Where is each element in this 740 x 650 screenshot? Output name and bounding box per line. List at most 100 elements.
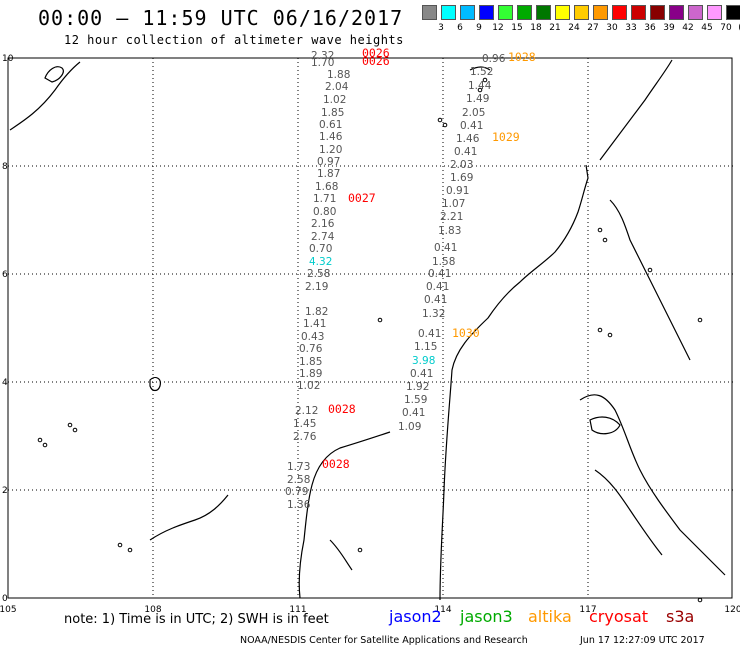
- wave-height-label: 0.41: [426, 281, 449, 293]
- wave-height-label: 1.85: [299, 356, 322, 368]
- longitude-label: 111: [289, 605, 306, 615]
- wave-height-label: 1.15: [414, 341, 437, 353]
- scale-swatch: [650, 5, 665, 20]
- wave-height-label: 0.41: [428, 268, 451, 280]
- wave-height-label: 1.45: [293, 418, 316, 430]
- timestamp-text: Jun 17 12:27:09 UTC 2017: [580, 635, 705, 646]
- wave-height-label: 1.89: [299, 368, 322, 380]
- wave-height-label: 2.03: [450, 159, 473, 171]
- coastline-segment: [589, 416, 621, 435]
- credit-text: NOAA/NESDIS Center for Satellite Applica…: [240, 635, 528, 646]
- wave-height-label: 1.46: [456, 133, 480, 145]
- island-marker: [597, 227, 603, 233]
- scale-swatch: [460, 5, 475, 20]
- scale-swatch: [574, 5, 589, 20]
- satellite-legend-item: jason2: [389, 607, 442, 626]
- island-marker: [597, 327, 603, 333]
- latitude-label: 8: [2, 162, 8, 172]
- wave-height-label: 1.44: [468, 80, 492, 92]
- scale-tick-label: 6: [457, 23, 463, 33]
- scale-swatch: [517, 5, 532, 20]
- wave-height-label: 4.32: [309, 256, 332, 268]
- scale-tick-label: 39: [663, 23, 675, 33]
- scale-swatch: [688, 5, 703, 20]
- wave-height-label: 0.76: [299, 343, 323, 355]
- wave-height-label: 1.82: [305, 306, 328, 318]
- time-label: 1030: [452, 326, 480, 340]
- satellite-legend-item: altika: [528, 607, 572, 626]
- scale-tick-label: 9: [476, 23, 482, 33]
- wave-height-label: 0.91: [446, 185, 469, 197]
- wave-height-label: 2.19: [305, 281, 328, 293]
- coastline-segment: [599, 59, 673, 161]
- wave-height-label: 1.46: [319, 131, 343, 143]
- scale-swatch: [612, 5, 627, 20]
- wave-height-label: 2.04: [325, 81, 349, 93]
- island-marker: [117, 542, 123, 548]
- map-frame: [7, 57, 733, 599]
- wave-height-label: 0.41: [410, 368, 433, 380]
- wave-height-label: 0.61: [319, 119, 342, 131]
- scale-swatch: [555, 5, 570, 20]
- island-marker: [72, 427, 78, 433]
- data-labels: 2.321.701.882.041.021.850.611.461.200.97…: [285, 46, 536, 511]
- scale-swatch: [726, 5, 740, 20]
- scale-swatch: [593, 5, 608, 20]
- time-label: 0026: [362, 54, 390, 68]
- coastline-segment: [439, 164, 589, 601]
- scale-swatch: [498, 5, 513, 20]
- island-marker: [437, 117, 443, 123]
- latitude-label: 0: [2, 594, 8, 604]
- wave-height-label: 0.41: [402, 407, 425, 419]
- wave-height-label: 1.83: [438, 225, 461, 237]
- longitude-label: 114: [434, 605, 451, 615]
- wave-height-label: 1.58: [432, 256, 455, 268]
- wave-height-label: 1.68: [315, 181, 338, 193]
- scale-tick-label: 12: [492, 23, 504, 33]
- wave-height-label: 0.43: [301, 331, 324, 343]
- wave-height-label: 1.41: [303, 318, 326, 330]
- scale-swatch: [441, 5, 456, 20]
- wave-height-label: 0.41: [454, 146, 477, 158]
- wave-height-label: 1.02: [297, 380, 320, 392]
- longitude-label: 120: [724, 605, 740, 615]
- wave-height-label: 2.16: [311, 218, 335, 230]
- scale-tick-label: 3: [438, 23, 444, 33]
- wave-height-label: 1.20: [319, 144, 342, 156]
- coastline-segment: [469, 66, 491, 71]
- wave-height-label: 0.41: [460, 120, 483, 132]
- page-subtitle: 12 hour collection of altimeter wave hei…: [64, 33, 404, 47]
- wave-height-label: 0.41: [424, 294, 447, 306]
- satellite-legend-item: s3a: [666, 607, 695, 626]
- scale-tick-label: 15: [511, 23, 523, 33]
- coastline-segment: [149, 494, 229, 541]
- wave-height-label: 3.98: [412, 355, 435, 367]
- wave-height-label: 2.58: [287, 474, 310, 486]
- wave-height-label: 2.76: [293, 431, 317, 443]
- scale-swatch: [422, 5, 437, 20]
- wave-height-label: 1.92: [406, 381, 429, 393]
- wave-height-label: 2.74: [311, 231, 335, 243]
- longitude-label: 108: [144, 605, 161, 615]
- island-marker: [37, 437, 43, 443]
- coastline-segment: [9, 61, 81, 131]
- scale-tick-label: 36: [644, 23, 656, 33]
- island-marker: [607, 332, 613, 338]
- scale-tick-label: 42: [682, 23, 694, 33]
- page-title: 00:00 – 11:59 UTC 06/16/2017: [38, 6, 404, 30]
- wave-height-label: 0.70: [309, 243, 332, 255]
- wave-height-label: 0.79: [285, 486, 308, 498]
- longitude-label: 117: [579, 605, 596, 615]
- coastline: [9, 59, 726, 603]
- wave-height-label: 0.41: [434, 242, 457, 254]
- scale-tick-label: 24: [568, 23, 580, 33]
- wave-height-label: 0.80: [313, 206, 336, 218]
- latitude-label: 4: [2, 378, 8, 388]
- wave-height-label: 2.21: [440, 211, 463, 223]
- scale-tick-label: (ft): [738, 23, 740, 33]
- latitude-label: 6: [2, 270, 8, 280]
- wave-height-label: 1.69: [450, 172, 473, 184]
- scale-swatch: [669, 5, 684, 20]
- satellite-legend-item: jason3: [460, 607, 513, 626]
